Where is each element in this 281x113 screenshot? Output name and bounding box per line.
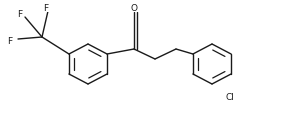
Text: F: F — [17, 9, 22, 18]
Text: F: F — [44, 4, 49, 12]
Text: O: O — [130, 4, 137, 12]
Text: F: F — [7, 37, 13, 46]
Text: Cl: Cl — [226, 93, 235, 102]
